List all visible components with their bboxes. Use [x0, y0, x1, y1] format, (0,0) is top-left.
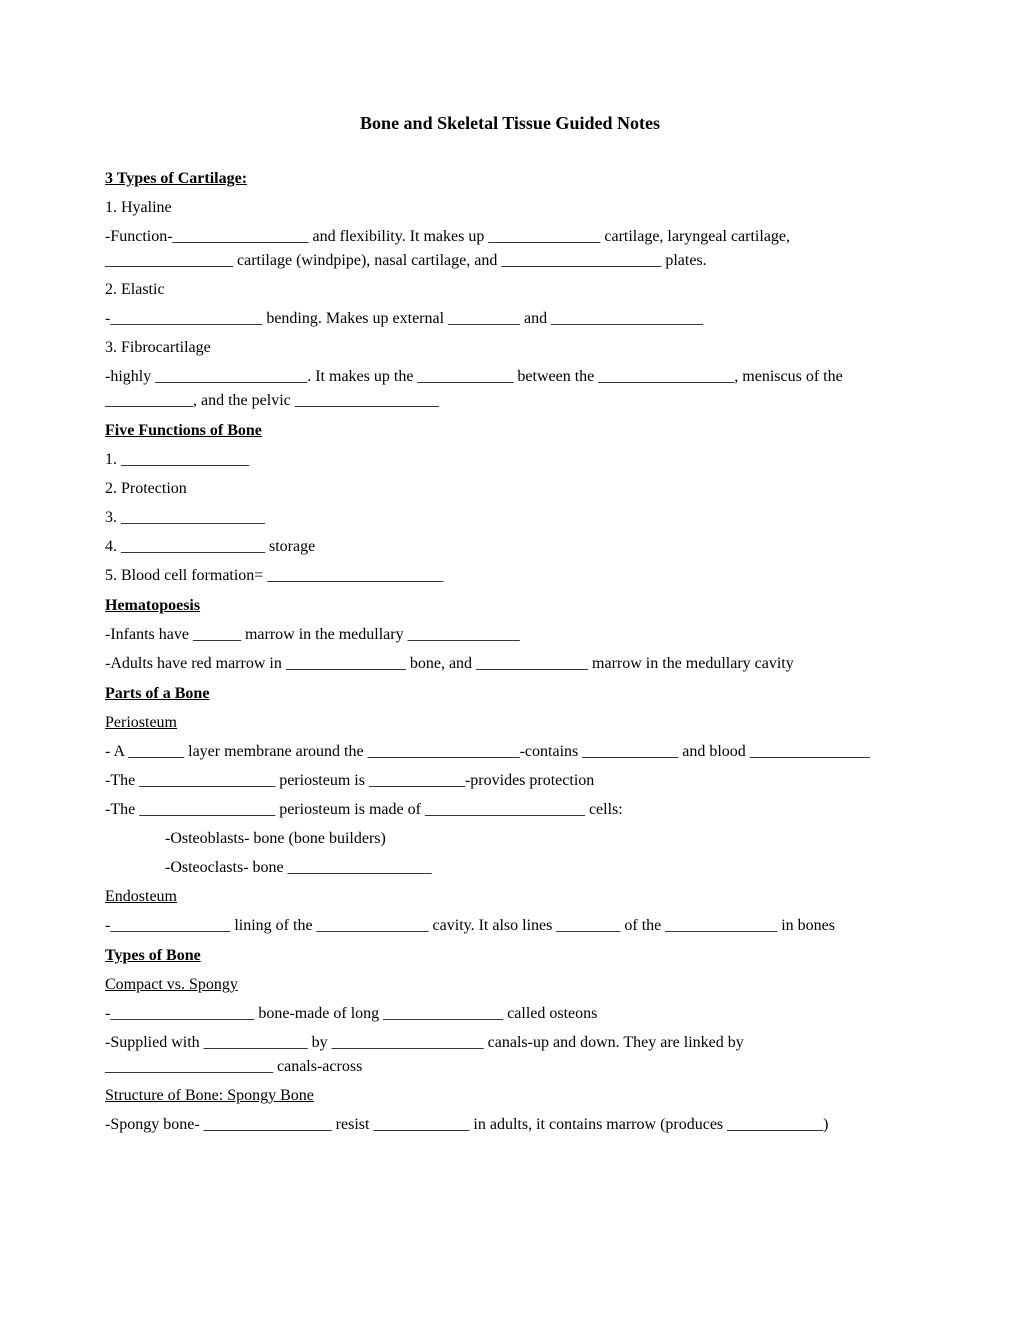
- function-2: 2. Protection: [105, 477, 915, 501]
- elastic-desc: -___________________ bending. Makes up e…: [105, 307, 915, 331]
- periosteum-line2: -The _________________ periosteum is ___…: [105, 769, 915, 793]
- hyaline-label: 1. Hyaline: [105, 196, 915, 220]
- spongy-header: Structure of Bone: Spongy Bone: [105, 1084, 915, 1108]
- page-title: Bone and Skeletal Tissue Guided Notes: [105, 110, 915, 137]
- fibro-label: 3. Fibrocartilage: [105, 336, 915, 360]
- periosteum-header: Periosteum: [105, 711, 915, 735]
- hema-line1: -Infants have ______ marrow in the medul…: [105, 623, 915, 647]
- compact-line2: -Supplied with _____________ by ________…: [105, 1031, 915, 1079]
- hyaline-desc: -Function-_________________ and flexibil…: [105, 225, 915, 273]
- function-1: 1. ________________: [105, 448, 915, 472]
- elastic-label: 2. Elastic: [105, 278, 915, 302]
- hematopoesis-header: Hematopoesis: [105, 594, 915, 618]
- osteoblasts-line: -Osteoblasts- bone (bone builders): [165, 827, 915, 851]
- fibro-desc: -highly ___________________. It makes up…: [105, 365, 915, 413]
- compact-line1: -__________________ bone-made of long __…: [105, 1002, 915, 1026]
- functions-header: Five Functions of Bone: [105, 419, 915, 443]
- parts-header: Parts of a Bone: [105, 682, 915, 706]
- hema-line2: -Adults have red marrow in _____________…: [105, 652, 915, 676]
- types-header: Types of Bone: [105, 944, 915, 968]
- periosteum-line1: - A _______ layer membrane around the __…: [105, 740, 915, 764]
- endosteum-line1: -_______________ lining of the _________…: [105, 914, 915, 938]
- function-4: 4. __________________ storage: [105, 535, 915, 559]
- periosteum-line3: -The _________________ periosteum is mad…: [105, 798, 915, 822]
- spongy-line1: -Spongy bone- ________________ resist __…: [105, 1113, 915, 1137]
- cartilage-header: 3 Types of Cartilage:: [105, 167, 915, 191]
- osteoclasts-line: -Osteoclasts- bone __________________: [165, 856, 915, 880]
- endosteum-header: Endosteum: [105, 885, 915, 909]
- function-5: 5. Blood cell formation= _______________…: [105, 564, 915, 588]
- function-3: 3. __________________: [105, 506, 915, 530]
- compact-header: Compact vs. Spongy: [105, 973, 915, 997]
